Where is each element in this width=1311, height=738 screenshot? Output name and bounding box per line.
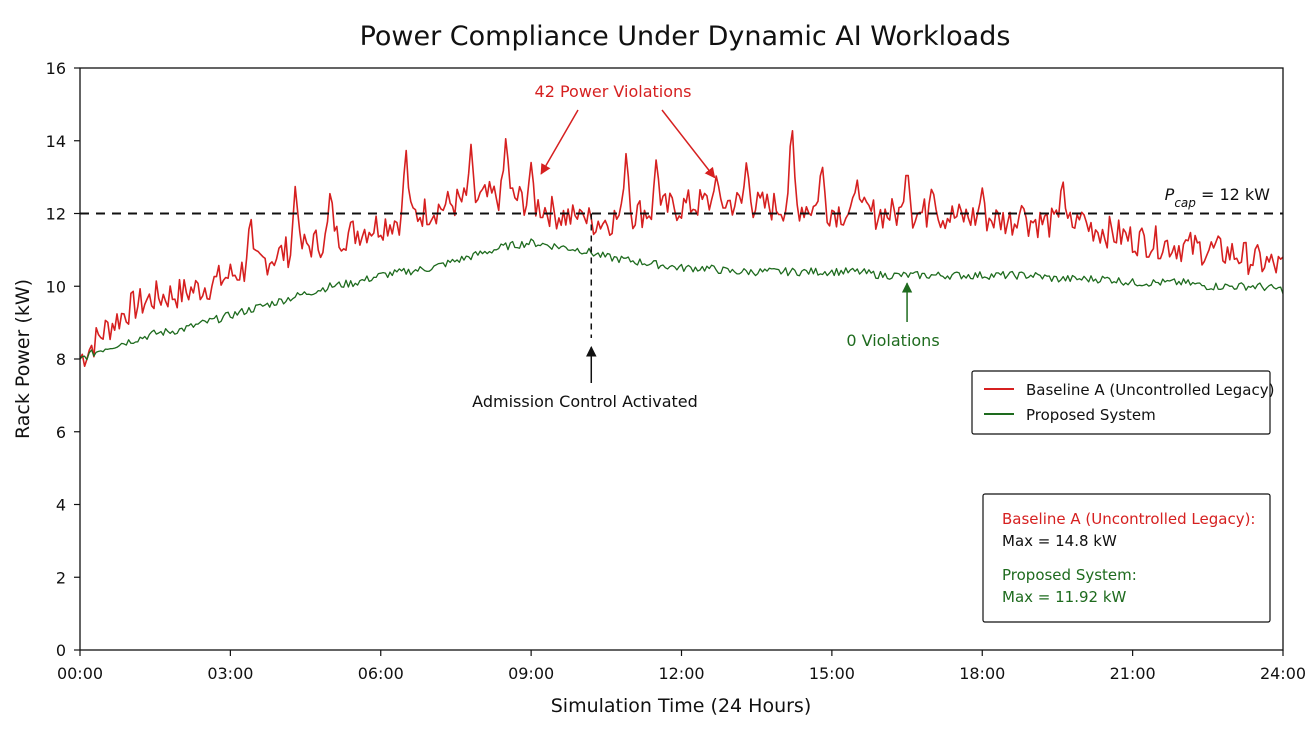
power-cap-value: = 12 kW <box>1196 185 1270 204</box>
x-tick-label: 03:00 <box>207 664 253 683</box>
x-tick-label: 12:00 <box>658 664 704 683</box>
series-line-baseline <box>80 130 1283 367</box>
x-tick-label: 09:00 <box>508 664 554 683</box>
x-tick-label: 18:00 <box>959 664 1005 683</box>
violations-arrow-left <box>540 109 579 175</box>
x-axis-label: Simulation Time (24 Hours) <box>551 695 812 717</box>
y-tick-label: 14 <box>46 132 66 151</box>
stats-box-frame <box>982 493 1271 623</box>
y-axis: 0 2 4 6 8 10 12 14 16 <box>46 59 80 660</box>
legend-label-proposed: Proposed System <box>1026 406 1156 424</box>
series-line-proposed <box>80 238 1283 361</box>
legend-box <box>971 370 1271 435</box>
zero-violations-annotation: 0 Violations <box>846 331 939 350</box>
power-cap-subscript: cap <box>1174 196 1196 210</box>
stats-baseline-label: Baseline A (Uncontrolled Legacy): <box>1002 510 1255 528</box>
x-axis: 00:00 03:00 06:00 09:00 12:00 15:00 18:00 21:00… <box>57 650 1306 683</box>
stats-box: Baseline A (Uncontrolled Legacy): Max = … <box>982 493 1271 623</box>
y-tick-label: 4 <box>56 496 66 515</box>
violations-annotation: 42 Power Violations <box>535 82 692 101</box>
legend: Baseline A (Uncontrolled Legacy) Propose… <box>971 370 1274 435</box>
x-tick-label: 24:00 <box>1260 664 1306 683</box>
y-tick-label: 10 <box>46 277 66 296</box>
x-tick-label: 21:00 <box>1110 664 1156 683</box>
y-tick-label: 0 <box>56 641 66 660</box>
y-axis-label: Rack Power (kW) <box>12 279 34 439</box>
chart-title: Power Compliance Under Dynamic AI Worklo… <box>360 21 1011 52</box>
x-tick-label: 15:00 <box>809 664 855 683</box>
y-tick-label: 16 <box>46 59 66 78</box>
violations-arrow-right <box>661 109 716 179</box>
admission-control-annotation: Admission Control Activated <box>472 392 698 411</box>
stats-proposed-label: Proposed System: <box>1002 566 1137 584</box>
y-tick-label: 6 <box>56 423 66 442</box>
y-tick-label: 12 <box>46 205 66 224</box>
power-cap-symbol: P <box>1165 185 1175 204</box>
x-tick-label: 06:00 <box>358 664 404 683</box>
legend-label-baseline: Baseline A (Uncontrolled Legacy) <box>1026 381 1274 399</box>
annotations: 42 Power Violations 0 Violations Admissi… <box>472 82 939 411</box>
stats-proposed-value: Max = 11.92 kW <box>1002 588 1127 606</box>
y-tick-label: 8 <box>56 350 66 369</box>
y-tick-label: 2 <box>56 568 66 587</box>
x-tick-label: 00:00 <box>57 664 103 683</box>
stats-baseline-value: Max = 14.8 kW <box>1002 532 1117 550</box>
series-layer <box>80 130 1283 367</box>
power-cap-label: Pcap = 12 kW <box>1165 185 1271 210</box>
